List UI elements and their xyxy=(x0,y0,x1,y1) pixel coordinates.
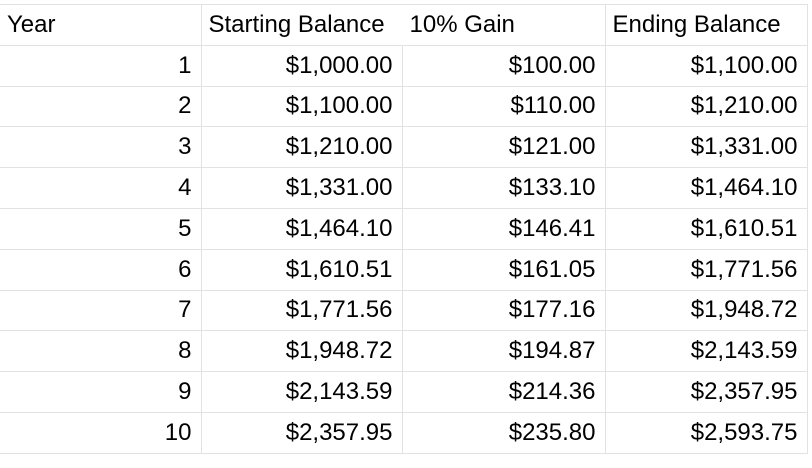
cell-starting-balance[interactable]: $1,331.00 xyxy=(201,167,403,209)
cell-starting-balance[interactable]: $1,000.00 xyxy=(201,45,403,87)
table-row: 2 $1,100.00 $110.00 $1,210.00 xyxy=(0,86,808,128)
cell-starting-balance[interactable]: $2,357.95 xyxy=(201,412,403,454)
table-row: 9 $2,143.59 $214.36 $2,357.95 xyxy=(0,371,808,413)
cell-year[interactable]: 3 xyxy=(0,126,202,169)
cell-gain[interactable]: $121.00 xyxy=(402,126,606,169)
header-cell-ending-balance[interactable]: Ending Balance xyxy=(605,4,808,46)
cell-ending-balance[interactable]: $1,464.10 xyxy=(605,167,808,209)
cell-ending-balance[interactable]: $1,331.00 xyxy=(605,126,808,169)
cell-gain[interactable]: $214.36 xyxy=(402,371,606,413)
table-row: 1 $1,000.00 $100.00 $1,100.00 xyxy=(0,45,808,87)
cell-starting-balance[interactable]: $2,143.59 xyxy=(201,371,403,413)
cell-year[interactable]: 5 xyxy=(0,208,202,250)
cell-ending-balance[interactable]: $1,100.00 xyxy=(605,45,808,87)
cell-starting-balance[interactable]: $1,771.56 xyxy=(201,290,403,332)
table-row: 3 $1,210.00 $121.00 $1,331.00 xyxy=(0,126,808,169)
balance-table: Year Starting Balance 10% Gain Ending Ba… xyxy=(0,4,808,454)
cell-gain[interactable]: $177.16 xyxy=(402,290,606,332)
table-row: 7 $1,771.56 $177.16 $1,948.72 xyxy=(0,290,808,332)
cell-year[interactable]: 10 xyxy=(0,412,202,454)
cell-gain[interactable]: $110.00 xyxy=(402,86,606,128)
cell-year[interactable]: 6 xyxy=(0,249,202,291)
table-row: 4 $1,331.00 $133.10 $1,464.10 xyxy=(0,167,808,209)
cell-gain[interactable]: $194.87 xyxy=(402,330,606,373)
cell-year[interactable]: 4 xyxy=(0,167,202,209)
cell-gain[interactable]: $235.80 xyxy=(402,412,606,454)
cell-gain[interactable]: $100.00 xyxy=(402,45,606,87)
table-row: 5 $1,464.10 $146.41 $1,610.51 xyxy=(0,208,808,250)
cell-year[interactable]: 2 xyxy=(0,86,202,128)
cell-ending-balance[interactable]: $2,143.59 xyxy=(605,330,808,373)
cell-ending-balance[interactable]: $1,948.72 xyxy=(605,290,808,332)
cell-year[interactable]: 7 xyxy=(0,290,202,332)
cell-starting-balance[interactable]: $1,610.51 xyxy=(201,249,403,291)
table-row: 8 $1,948.72 $194.87 $2,143.59 xyxy=(0,330,808,373)
cell-ending-balance[interactable]: $2,357.95 xyxy=(605,371,808,413)
header-cell-starting-balance[interactable]: Starting Balance xyxy=(201,4,402,46)
header-cell-gain[interactable]: 10% Gain xyxy=(402,4,606,46)
cell-year[interactable]: 8 xyxy=(0,330,202,373)
header-cell-year[interactable]: Year xyxy=(0,4,202,46)
cell-starting-balance[interactable]: $1,210.00 xyxy=(201,126,403,169)
header-row: Year Starting Balance 10% Gain Ending Ba… xyxy=(0,4,808,46)
cell-ending-balance[interactable]: $1,771.56 xyxy=(605,249,808,291)
cell-year[interactable]: 9 xyxy=(0,371,202,413)
table-row: 10 $2,357.95 $235.80 $2,593.75 xyxy=(0,412,808,454)
cell-gain[interactable]: $146.41 xyxy=(402,208,606,250)
cell-gain[interactable]: $133.10 xyxy=(402,167,606,209)
cell-gain[interactable]: $161.05 xyxy=(402,249,606,291)
cell-starting-balance[interactable]: $1,464.10 xyxy=(201,208,403,250)
cell-starting-balance[interactable]: $1,948.72 xyxy=(201,330,403,373)
cell-year[interactable]: 1 xyxy=(0,45,202,87)
table-row: 6 $1,610.51 $161.05 $1,771.56 xyxy=(0,249,808,291)
cell-ending-balance[interactable]: $2,593.75 xyxy=(605,412,808,454)
cell-ending-balance[interactable]: $1,610.51 xyxy=(605,208,808,250)
cell-ending-balance[interactable]: $1,210.00 xyxy=(605,86,808,128)
cell-starting-balance[interactable]: $1,100.00 xyxy=(201,86,403,128)
